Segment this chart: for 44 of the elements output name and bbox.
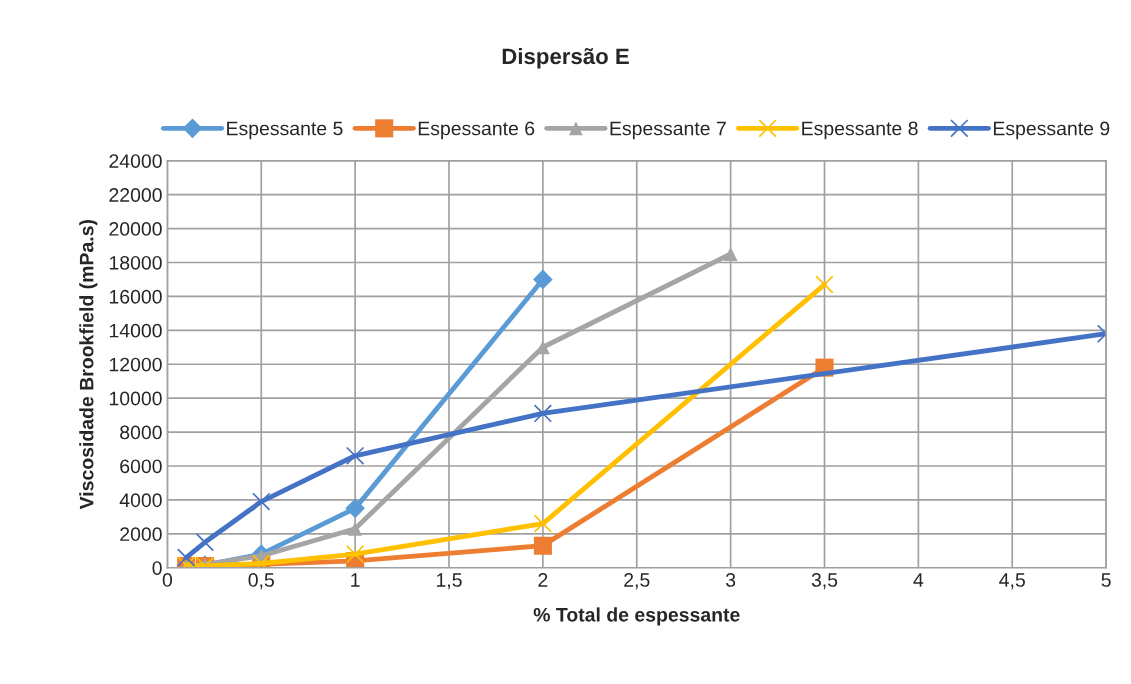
x-axis-title: % Total de espessante [533,607,740,626]
y-tick-label: 24000 [109,154,162,168]
x-tick-label: 2,5 [624,573,650,590]
legend-label: Espessante 6 [418,121,535,140]
x-tick-label: 0,5 [248,573,274,590]
legend-label: Espessante 8 [802,121,918,140]
point [533,269,553,290]
point [345,498,365,519]
x-tick-label: 1 [351,573,360,587]
y-tick-label: 6000 [120,459,162,474]
point [345,446,365,465]
y-tick-label: 22000 [109,188,162,202]
point [533,514,553,533]
y-tick-label: 0 [152,561,162,575]
x-tick-label: 4,5 [999,573,1025,590]
legend-label: Espessante 5 [227,121,343,140]
x-tick-label: 3,5 [811,573,838,590]
point [345,544,365,564]
y-tick-label: 16000 [109,289,162,304]
x-tick-label: 1,5 [436,573,462,590]
y-tick-label: 4000 [119,493,162,508]
legend-label: Espessante 7 [610,121,726,140]
point [723,247,738,261]
x-tick-label: 4 [913,573,924,587]
y-tick-label: 8000 [120,425,162,440]
y-tick-label: 2000 [120,527,162,542]
y-tick-label: 14000 [109,323,162,338]
point [815,275,834,294]
y-axis-title: Viscosidade Brookfield (mPa.s) [79,220,98,510]
point [195,533,215,552]
x-tick-label: 2 [538,573,548,587]
point [348,521,363,536]
x-tick-label: 3 [725,573,736,587]
point [533,404,553,423]
legend-label: Espessante 9 [993,121,1110,140]
x-tick-label: 0 [162,573,173,587]
point [533,536,552,555]
point [252,492,271,511]
y-tick-label: 12000 [109,357,162,372]
x-tick-label: 5 [1101,573,1111,587]
chart-title: Dispersão E [502,47,629,69]
y-tick-label: 18000 [109,255,162,270]
y-tick-label: 20000 [109,222,162,236]
y-tick-label: 10000 [109,391,162,406]
